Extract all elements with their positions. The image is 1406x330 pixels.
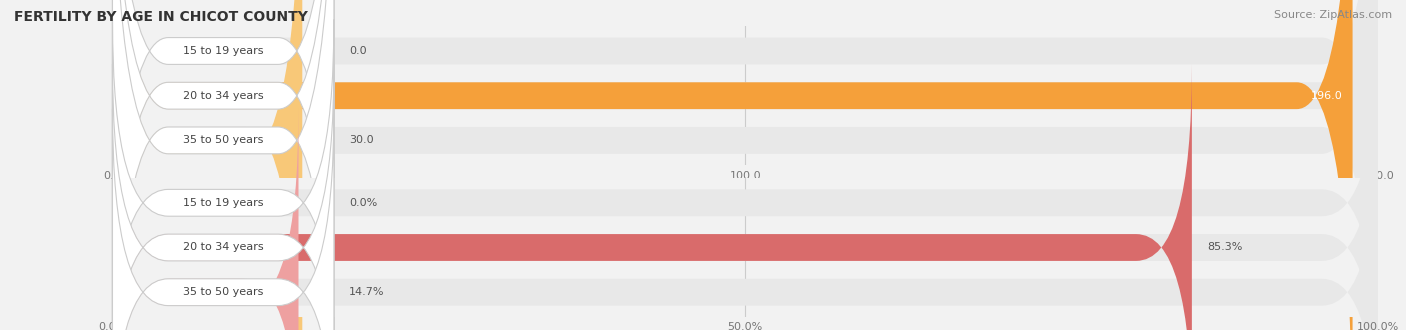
FancyBboxPatch shape (112, 0, 1378, 330)
FancyBboxPatch shape (112, 109, 335, 330)
FancyBboxPatch shape (112, 0, 335, 330)
Text: 35 to 50 years: 35 to 50 years (183, 287, 263, 297)
Text: 196.0: 196.0 (1310, 91, 1343, 101)
Text: 85.3%: 85.3% (1206, 243, 1243, 252)
Text: 0.0: 0.0 (349, 46, 367, 56)
FancyBboxPatch shape (112, 64, 1192, 330)
Text: Source: ZipAtlas.com: Source: ZipAtlas.com (1274, 10, 1392, 20)
FancyBboxPatch shape (112, 19, 335, 330)
FancyBboxPatch shape (112, 109, 298, 330)
Text: 0.0%: 0.0% (349, 198, 377, 208)
FancyBboxPatch shape (112, 0, 1378, 330)
Text: 20 to 34 years: 20 to 34 years (183, 91, 263, 101)
FancyBboxPatch shape (112, 0, 335, 330)
Text: 20 to 34 years: 20 to 34 years (183, 243, 263, 252)
FancyBboxPatch shape (112, 0, 1378, 330)
FancyBboxPatch shape (112, 109, 1378, 330)
Text: 14.7%: 14.7% (349, 287, 385, 297)
Text: 30.0: 30.0 (349, 135, 374, 146)
Text: FERTILITY BY AGE IN CHICOT COUNTY: FERTILITY BY AGE IN CHICOT COUNTY (14, 10, 308, 24)
FancyBboxPatch shape (112, 0, 302, 330)
Text: 15 to 19 years: 15 to 19 years (183, 46, 263, 56)
FancyBboxPatch shape (112, 0, 1353, 330)
Text: 35 to 50 years: 35 to 50 years (183, 135, 263, 146)
Text: 15 to 19 years: 15 to 19 years (183, 198, 263, 208)
FancyBboxPatch shape (112, 19, 1378, 330)
FancyBboxPatch shape (112, 64, 335, 330)
FancyBboxPatch shape (112, 0, 335, 330)
FancyBboxPatch shape (112, 64, 1378, 330)
